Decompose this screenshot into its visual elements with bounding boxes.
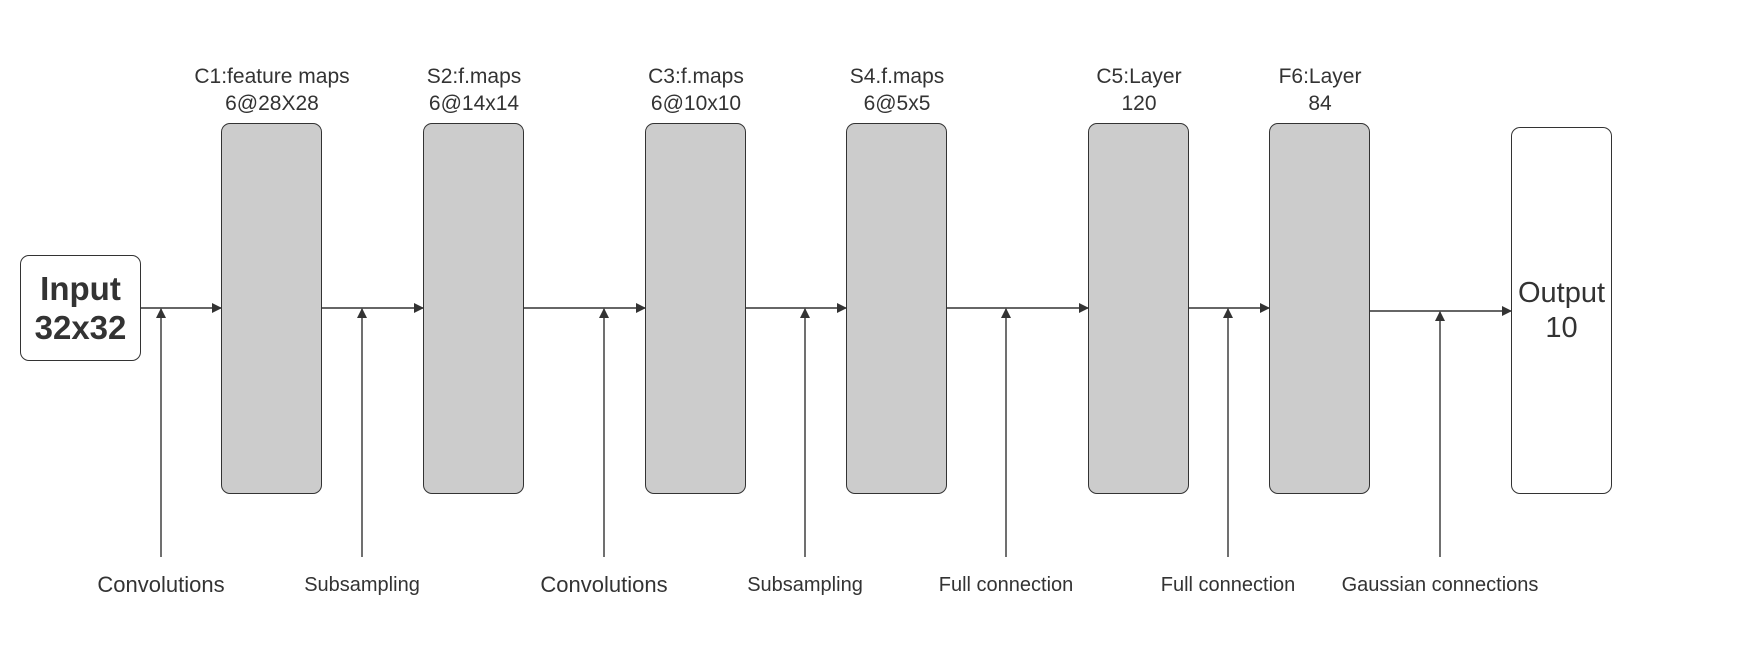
operation-label-convolutions-1: Convolutions (97, 572, 225, 597)
operation-label-subsampling-1: Subsampling (304, 574, 420, 596)
layer-box-c5 (1088, 123, 1189, 494)
output-size: 10 (1545, 311, 1578, 344)
layer-size: 6@5x5 (863, 92, 931, 115)
layer-size: 120 (1121, 92, 1157, 115)
operation-label-convolutions-2: Convolutions (540, 572, 668, 597)
layer-label-f6: F6:Layer 84 (1200, 63, 1440, 117)
layer-box-c3 (645, 123, 746, 494)
output-label: Output (1517, 276, 1606, 309)
layer-box-f6 (1269, 123, 1370, 494)
layer-size: 6@14x14 (428, 92, 520, 115)
layer-name: C1:feature maps (194, 65, 350, 88)
input-box: Input 32x32 (20, 255, 141, 361)
layer-label-s2: S2:f.maps 6@14x14 (354, 63, 594, 117)
layer-name: S2:f.maps (426, 65, 522, 88)
operation-label-subsampling-2: Subsampling (747, 574, 863, 596)
layer-name: C3:f.maps (648, 65, 744, 88)
layer-label-c1: C1:feature maps 6@28X28 (152, 63, 392, 117)
layer-name: F6:Layer (1278, 65, 1362, 88)
layer-box-s4 (846, 123, 947, 494)
layer-size: 6@28X28 (225, 92, 319, 115)
layer-box-s2 (423, 123, 524, 494)
operation-label-gaussian-connections: Gaussian connections (1341, 574, 1539, 596)
layer-size: 6@10x10 (650, 92, 742, 115)
input-label: Input (40, 270, 121, 307)
operation-label-full-connection-1: Full connection (938, 574, 1074, 596)
layer-label-c3: C3:f.maps 6@10x10 (576, 63, 816, 117)
layer-label-s4: S4.f.maps 6@5x5 (777, 63, 1017, 117)
layer-label-c5: C5:Layer 120 (1019, 63, 1259, 117)
layer-box-c1 (221, 123, 322, 494)
operation-label-full-connection-2: Full connection (1160, 574, 1296, 596)
layer-name: C5:Layer (1096, 65, 1182, 88)
layer-size: 84 (1308, 92, 1332, 115)
layer-name: S4.f.maps (849, 65, 945, 88)
input-size: 32x32 (34, 309, 127, 346)
output-box: Output 10 (1511, 127, 1612, 494)
